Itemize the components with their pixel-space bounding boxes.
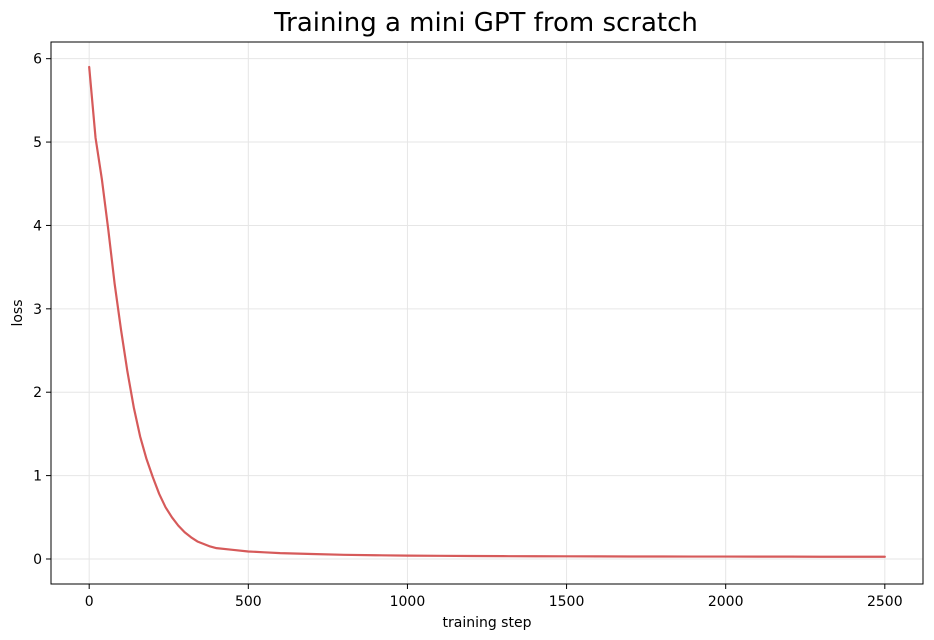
y-tick-label: 0 [33, 552, 42, 568]
axis-ticks: 0 500 1000 1500 2000 2500 0 1 2 3 4 5 6 [33, 52, 903, 610]
y-tick-label: 2 [33, 385, 42, 401]
y-axis-label: loss [10, 299, 26, 326]
x-tick-label: 2000 [708, 594, 744, 610]
y-tick-label: 5 [33, 135, 42, 151]
y-tick-label: 6 [33, 52, 42, 68]
x-tick-label: 2500 [867, 594, 903, 610]
y-tick-label: 3 [33, 302, 42, 318]
chart-title: Training a mini GPT from scratch [273, 8, 698, 38]
x-tick-label: 0 [85, 594, 94, 610]
x-axis-label: training step [443, 615, 532, 631]
y-tick-label: 4 [33, 218, 42, 234]
plot-area-frame [50, 41, 924, 585]
x-tick-label: 500 [235, 594, 262, 610]
loss-series-line [88, 65, 886, 558]
x-tick-label: 1000 [390, 594, 426, 610]
x-tick-label: 1500 [549, 594, 585, 610]
grid-lines [51, 42, 923, 584]
y-tick-label: 1 [33, 469, 42, 485]
